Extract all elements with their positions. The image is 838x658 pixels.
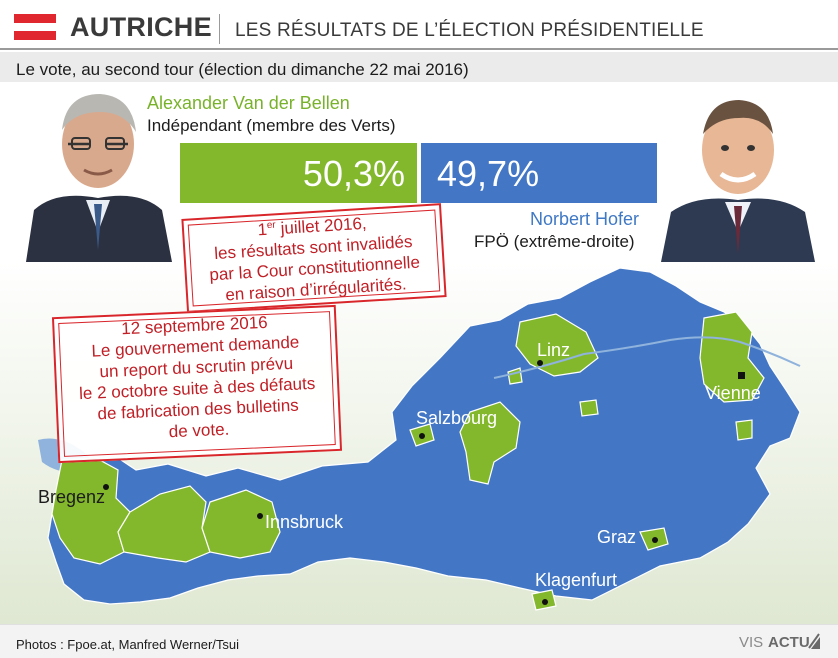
city-label-innsbruck: Innsbruck	[265, 512, 344, 532]
city-marker-bregenz	[103, 484, 109, 490]
visactu-logo: VIS ACTU	[739, 633, 820, 651]
hofer-name: Norbert Hofer	[530, 209, 640, 229]
city-marker-graz	[652, 537, 658, 543]
photo-credits: Photos : Fpoe.at, Manfred Werner/Tsui	[16, 637, 240, 652]
country-title: AUTRICHE	[70, 12, 212, 42]
city-label-salzbourg: Salzbourg	[416, 408, 498, 428]
austria-flag-icon	[14, 14, 56, 40]
vdb-name: Alexander Van der Bellen	[147, 93, 350, 113]
hofer-percent: 49,7%	[437, 153, 540, 194]
vdb-districts	[51, 311, 765, 611]
svg-text:ACTU: ACTU	[768, 634, 810, 651]
postponement-stamp: 12 septembre 2016 Le gouvernement demand…	[51, 304, 343, 464]
subtitle-band	[0, 52, 838, 82]
hofer-party: FPÖ (extrême-droite)	[474, 232, 635, 251]
danube-river	[493, 336, 801, 379]
city-marker-vienne	[738, 372, 745, 379]
svg-text:VIS: VIS	[739, 634, 763, 651]
subtitle: Le vote, au second tour (élection du dim…	[16, 60, 469, 79]
invalidation-stamp: 1er juillet 2016, les résultats sont inv…	[181, 203, 447, 313]
city-marker-salzbourg	[419, 433, 425, 439]
city-marker-linz	[537, 360, 543, 366]
city-label-graz: Graz	[597, 527, 637, 547]
flag-stripe-top	[14, 14, 56, 23]
header-separator	[219, 14, 220, 44]
city-label-linz: Linz	[537, 340, 571, 360]
hofer-portrait	[657, 82, 819, 262]
header-rule	[0, 48, 838, 50]
flag-stripe-bottom	[14, 31, 56, 40]
page-headline: LES RÉSULTATS DE L’ÉLECTION PRÉSIDENTIEL…	[235, 20, 704, 41]
city-label-vienne: Vienne	[705, 383, 761, 403]
flag-stripe-middle	[14, 22, 56, 32]
city-label-klagenfurt: Klagenfurt	[535, 570, 618, 590]
vdb-portrait	[16, 82, 180, 262]
city-marker-klagenfurt	[542, 599, 548, 605]
vdb-percent: 50,3%	[302, 153, 405, 194]
footer-band	[0, 624, 838, 658]
city-marker-innsbruck	[257, 513, 263, 519]
vdb-party: Indépendant (membre des Verts)	[147, 116, 396, 135]
city-label-bregenz: Bregenz	[38, 487, 106, 507]
